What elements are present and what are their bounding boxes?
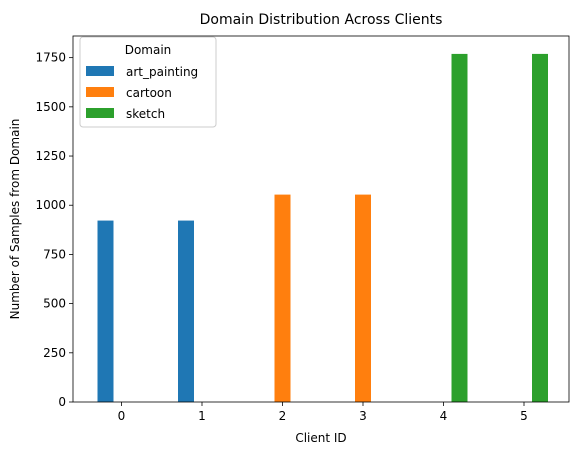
- x-axis-title: Client ID: [295, 431, 346, 445]
- y-tick-label: 1000: [35, 198, 66, 212]
- y-tick-label: 500: [43, 297, 66, 311]
- legend-swatch-art-painting: [86, 66, 114, 76]
- legend-box: [79, 36, 217, 128]
- legend-swatch-sketch: [86, 108, 114, 118]
- y-axis-title: Number of Samples from Domain: [8, 119, 22, 320]
- legend-label-sketch: sketch: [126, 107, 165, 121]
- y-tick-label: 1250: [35, 149, 66, 163]
- y-tick-label: 750: [43, 247, 66, 261]
- bar-sketch-client-4: [451, 53, 468, 402]
- chart-title: Domain Distribution Across Clients: [200, 12, 443, 28]
- x-tick-label: 1: [198, 409, 206, 423]
- bar-cartoon-client-2: [274, 194, 291, 402]
- bar-art-painting-client-1: [178, 220, 194, 402]
- legend-label-cartoon: cartoon: [126, 86, 172, 100]
- legend-label-art-painting: art_painting: [126, 65, 198, 79]
- y-tick-label: 250: [43, 346, 66, 360]
- bar-art-painting-client-0: [97, 220, 114, 402]
- y-tick-label: 1750: [35, 51, 66, 65]
- x-tick-label: 2: [279, 409, 287, 423]
- x-tick-label: 0: [118, 409, 126, 423]
- y-tick-label: 1500: [35, 100, 66, 114]
- bar-cartoon-client-3: [355, 194, 371, 402]
- x-tick-label: 4: [440, 409, 448, 423]
- bar-sketch-client-5: [532, 53, 548, 402]
- x-tick-label: 5: [520, 409, 528, 423]
- x-tick-label: 3: [359, 409, 367, 423]
- axes: 0 1 2 3 4 5 0 250 500 750 1000 1250 1500 1750: [35, 35, 570, 423]
- legend-title: Domain: [125, 43, 172, 57]
- axes-frame: [72, 35, 570, 403]
- y-tick-label: 0: [58, 395, 66, 409]
- bars: [97, 53, 548, 402]
- legend-swatch-cartoon: [86, 87, 114, 97]
